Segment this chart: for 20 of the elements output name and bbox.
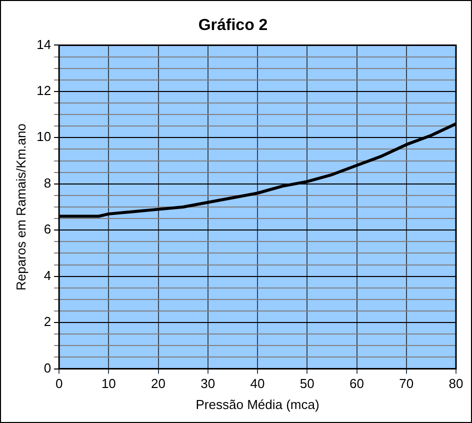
y-axis-title: Reparos em Ramais/Km.ano	[13, 124, 28, 290]
x-tick-label: 80	[448, 376, 464, 392]
x-tick-label: 0	[55, 376, 63, 392]
x-axis-title: Pressão Média (mca)	[196, 396, 320, 412]
y-tick-label: 2	[44, 314, 52, 330]
x-tick-label: 70	[399, 376, 414, 392]
y-tick-label: 12	[36, 83, 52, 98]
x-tick-label: 10	[101, 376, 116, 392]
x-tick-label: 60	[350, 376, 364, 392]
y-tick-label: 14	[36, 36, 52, 52]
x-tick-label: 30	[200, 376, 216, 392]
x-tick-label: 20	[151, 376, 166, 392]
x-tick-label: 40	[250, 376, 265, 392]
y-tick-label: 0	[44, 360, 52, 376]
y-tick-label: 8	[44, 175, 52, 190]
y-tick-label: 10	[36, 129, 52, 144]
x-tick-label: 50	[300, 376, 314, 392]
chart-title: Gráfico 2	[198, 17, 268, 34]
y-tick-label: 4	[44, 268, 52, 283]
y-tick-label: 6	[44, 222, 52, 237]
